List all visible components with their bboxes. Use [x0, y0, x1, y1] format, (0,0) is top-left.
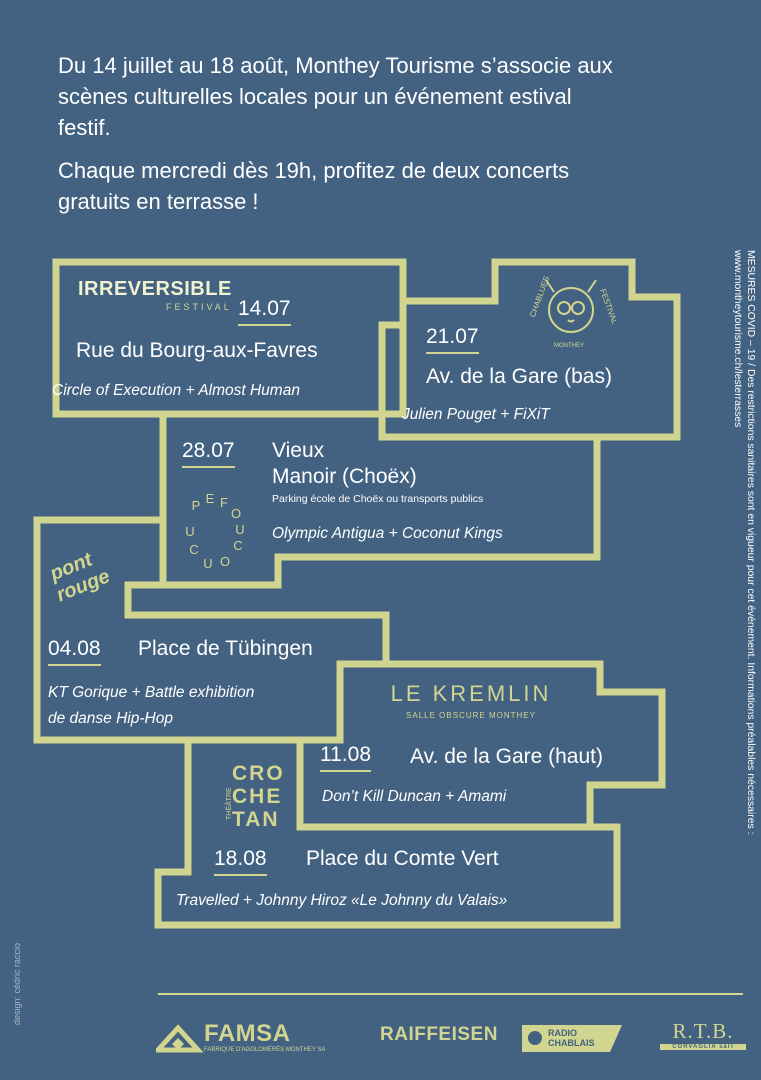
acts-1407: Circle of Execution + Almost Human — [52, 382, 300, 399]
famsa-text: FAMSA — [204, 1020, 291, 1047]
svg-text:O: O — [231, 506, 241, 521]
raiffeisen-logo: RAIFFEISEN — [380, 1024, 498, 1045]
radio-chablais-text: RADIO CHABLAIS — [548, 1028, 595, 1048]
irreversible-logo: IRREVERSIBLE FESTIVAL — [78, 278, 232, 312]
famsa-logo-icon — [156, 1024, 204, 1053]
date-2107: 21.07 — [426, 324, 479, 354]
svg-text:F: F — [220, 495, 228, 510]
radio-line2: CHABLAIS — [548, 1038, 595, 1048]
svg-text:C: C — [189, 542, 198, 557]
irreversible-logo-text: IRREVERSIBLE — [78, 278, 232, 300]
date-1407: 14.07 — [238, 296, 291, 326]
le-kremlin-logo: LE KREMLIN SALLE OBSCURE MONTHEY — [366, 681, 576, 721]
chablues-logo-icon: CHABLUES FESTIVAL MONTHEY — [528, 275, 616, 349]
famsa-logo: FAMSA FABRIQUE D'AGGLOMÉRÉS MONTHEY SA — [156, 1020, 336, 1060]
date-2807: 28.07 — [182, 438, 235, 468]
date-0408: 04.08 — [48, 636, 101, 666]
note-2807: Parking école de Choëx ou transports pub… — [272, 493, 484, 505]
intro-text: Du 14 juillet au 18 août, Monthey Touris… — [58, 50, 618, 229]
acts-1108: Don’t Kill Duncan + Amami — [322, 788, 507, 805]
venue-2107: Av. de la Gare (bas) — [426, 365, 612, 388]
radio-dot-icon — [528, 1031, 542, 1045]
rtb-text: R.T.B. — [672, 1019, 734, 1043]
crochetan-line1: CRO — [232, 762, 285, 785]
acts-0408-line1: KT Gorique + Battle exhibition — [48, 684, 255, 701]
svg-text:O: O — [220, 554, 230, 569]
crochetan-side-label: THÉÂTRE — [226, 787, 233, 820]
crochetan-line2: CHE — [232, 785, 283, 808]
acts-2107: Julien Pouget + FiXiT — [402, 406, 550, 423]
box-1407 — [52, 258, 407, 418]
svg-text:U: U — [203, 556, 212, 571]
venue-2807-line1: Vieux — [272, 439, 325, 462]
acts-0408-line2: de danse Hip-Hop — [48, 710, 173, 727]
irreversible-logo-sub: FESTIVAL — [165, 302, 232, 312]
box-1808 — [154, 736, 621, 929]
covid-side-note: MESURES COVID – 19 / Des restrictions sa… — [732, 250, 756, 970]
svg-text:E: E — [206, 491, 215, 506]
svg-text:U: U — [235, 522, 244, 537]
sponsor-divider — [158, 993, 743, 995]
svg-text:MONTHEY: MONTHEY — [554, 343, 584, 349]
svg-text:CHABLUES: CHABLUES — [528, 275, 551, 319]
box-2807 — [159, 410, 601, 589]
crochetan-line3: TAN — [232, 808, 280, 831]
design-credit: design: cédric raccio — [12, 942, 22, 1025]
svg-text:FESTIVAL: FESTIVAL — [598, 288, 616, 327]
famsa-sub: FABRIQUE D'AGGLOMÉRÉS MONTHEY SA — [204, 1047, 326, 1053]
venue-1108: Av. de la Gare (haut) — [410, 745, 603, 768]
radio-line1: RADIO — [548, 1028, 577, 1038]
radio-chablais-logo: RADIO CHABLAIS — [522, 1025, 622, 1052]
covid-note-line2: www.montheytourisme.ch/lesterrasses — [732, 250, 743, 428]
box-2107 — [378, 258, 681, 441]
venue-1808: Place du Comte Vert — [306, 847, 499, 870]
acts-2807: Olympic Antigua + Coconut Kings — [272, 525, 503, 542]
rtb-logo: R.T.B. CORVAGLIA sàrl — [660, 1020, 746, 1050]
crochetan-logo: CRO CHE TAN — [232, 762, 285, 831]
date-1808: 18.08 — [214, 846, 267, 876]
venue-0408: Place de Tübingen — [138, 637, 313, 660]
date-1108: 11.08 — [320, 742, 371, 772]
intro-line-1: Du 14 juillet au 18 août, Monthey Touris… — [58, 53, 613, 140]
le-kremlin-logo-text: LE KREMLIN — [390, 681, 552, 706]
svg-text:U: U — [185, 524, 194, 539]
covid-note-line1: MESURES COVID – 19 / Des restrictions sa… — [745, 250, 756, 835]
rtb-sub: CORVAGLIA sàrl — [660, 1044, 746, 1050]
svg-text:P: P — [192, 498, 201, 513]
venue-2807-line2: Manoir (Choëx) — [272, 465, 417, 488]
intro-line-2: Chaque mercredi dès 19h, profitez de deu… — [58, 158, 570, 214]
pont-rouge-logo-icon: pont rouge — [46, 548, 113, 606]
venue-1407: Rue du Bourg-aux-Favres — [76, 339, 318, 362]
acts-1808: Travelled + Johnny Hiroz «Le Johnny du V… — [176, 892, 508, 909]
le-kremlin-logo-sub: SALLE OBSCURE MONTHEY — [406, 711, 536, 720]
svg-text:C: C — [233, 538, 242, 553]
